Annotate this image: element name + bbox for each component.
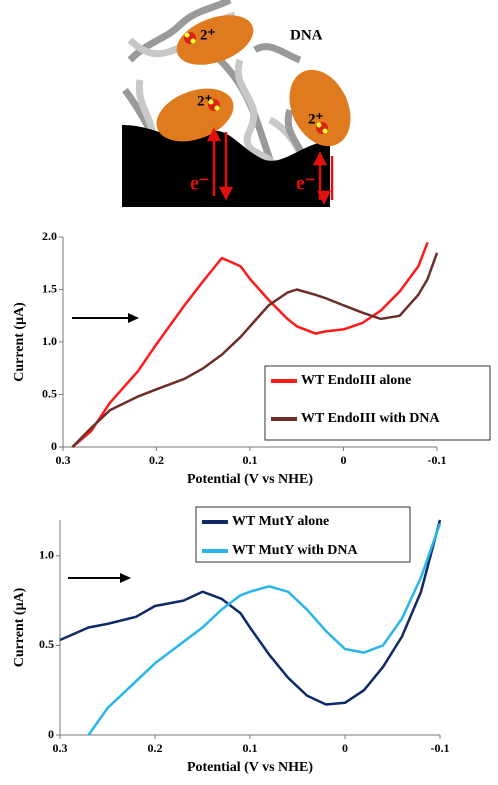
x-axis-label: Potential (V vs NHE) — [187, 760, 313, 775]
legend-label: WT EndoIII alone — [301, 373, 411, 388]
x-tick-label: 0 — [342, 741, 348, 755]
electron-arrows — [206, 127, 334, 205]
x-tick-label: 0.2 — [148, 741, 163, 755]
electron-label: e⁻ — [296, 173, 315, 195]
x-tick-label: 0 — [341, 453, 347, 467]
x-tick-label: 0.3 — [56, 453, 71, 467]
series-line — [71, 241, 429, 448]
y-tick-label: 0 — [51, 439, 57, 453]
series-line — [59, 519, 442, 706]
x-tick-label: -0.1 — [431, 741, 450, 755]
legend-label: WT MutY alone — [232, 514, 329, 529]
y-axis-label: Current (μA) — [12, 302, 27, 382]
ion-charge: 2⁺ — [200, 27, 216, 43]
y-tick-label: 0.5 — [39, 637, 54, 651]
arrow — [68, 313, 139, 583]
electron-label: e⁻ — [190, 173, 209, 195]
clusters — [184, 32, 328, 134]
series-line — [87, 523, 442, 736]
y-tick-label: 1.5 — [42, 281, 57, 295]
x-tick-label: 0.1 — [243, 453, 258, 467]
y-tick-label: 1.0 — [42, 334, 57, 348]
x-tick-label: -0.1 — [428, 453, 447, 467]
dna-label: DNA — [290, 27, 323, 43]
legend-label: WT MutY with DNA — [232, 543, 359, 558]
x-tick-label: 0.1 — [243, 741, 258, 755]
y-tick-label: 0.5 — [42, 386, 57, 400]
y-tick-label: 0 — [48, 727, 54, 741]
x-tick-label: 0.3 — [53, 741, 68, 755]
ion-charge: 2⁺ — [308, 111, 324, 127]
ion-charge: 2⁺ — [197, 93, 213, 109]
legend-box — [195, 506, 411, 563]
legend-box — [264, 365, 491, 441]
y-axis-label: Current (μA) — [12, 587, 27, 667]
diagram: DNA 2⁺ 2⁺ 2⁺ e⁻ e⁻ — [122, 0, 351, 207]
x-tick-label: 0.2 — [149, 453, 164, 467]
series-line — [71, 252, 439, 448]
x-axis-label: Potential (V vs NHE) — [187, 472, 313, 487]
y-tick-label: 2.0 — [42, 229, 57, 243]
legend-label: WT EndoIII with DNA — [301, 411, 441, 426]
y-tick-label: 1.0 — [39, 548, 54, 562]
